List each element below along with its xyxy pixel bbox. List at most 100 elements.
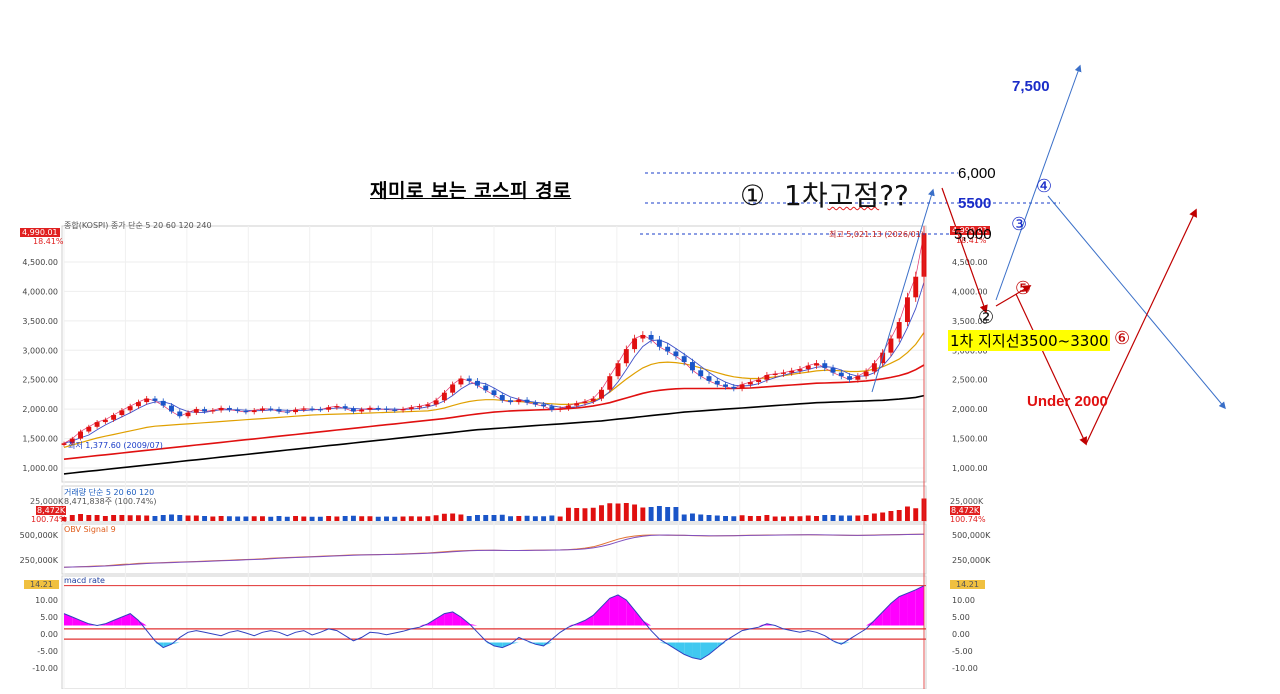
high-label: 최고 5,021.13 (2026/01) [829, 230, 924, 239]
volume-bar [640, 507, 646, 521]
volume-bars [61, 498, 927, 521]
candle-body [119, 410, 125, 416]
candle-body [706, 376, 712, 381]
candle-body [94, 422, 100, 427]
candle-body [508, 400, 513, 403]
red-path-up [1085, 208, 1197, 445]
volume-bar [86, 515, 92, 521]
volume-bar [243, 516, 249, 521]
volume-bar [822, 515, 828, 521]
candle-body [392, 409, 398, 411]
main-y-tick-left: 3,000.00 [22, 346, 58, 355]
volume-bar [516, 516, 522, 521]
candle-body [61, 443, 67, 445]
volume-bar [268, 516, 274, 521]
volume-bar [789, 516, 795, 521]
candle-body [193, 409, 199, 413]
candle-body [905, 297, 910, 323]
volume-bar [880, 512, 886, 521]
volume-bar [483, 515, 489, 521]
volume-bar [557, 516, 563, 521]
page-title: 재미로 보는 코스피 경로 [370, 180, 572, 202]
volume-bar [392, 516, 398, 521]
candle-body [549, 406, 555, 410]
axis-labels: 4,500.00 4,500.00 4,000.00 4,000.00 3,500.00… [20, 258, 991, 673]
volume-bar [384, 516, 389, 521]
marker-3: ③ [1011, 214, 1028, 235]
volume-bar [673, 507, 679, 521]
candle-body [408, 407, 414, 410]
candle-body [69, 438, 75, 444]
volume-right-pct: 100.74% [950, 515, 986, 524]
macd-positive-fill [584, 615, 594, 626]
macd-negative-fill [684, 642, 693, 658]
candle-body [466, 378, 472, 381]
main-y-tick-right: 1,500.00 [952, 435, 988, 444]
candle-body [301, 408, 307, 410]
volume-bar [574, 508, 580, 521]
candle-body [284, 411, 290, 413]
macd-positive-fill [890, 596, 900, 626]
macd-positive-fill [642, 620, 652, 626]
candle-body [623, 349, 629, 364]
volume-bar [665, 507, 671, 521]
volume-bar [350, 515, 356, 521]
volume-bar [441, 513, 447, 521]
obv-y-tick-left: 500,000K [20, 531, 59, 540]
volume-bar [160, 515, 166, 521]
volume-bar [524, 515, 530, 521]
candle-body [260, 408, 265, 411]
candle-body [690, 362, 695, 371]
candle-body [805, 365, 811, 370]
candle-body [177, 411, 183, 417]
candle-body [226, 407, 232, 410]
macd-negative-fill [543, 642, 552, 646]
macd-y-tick-right: -5.00 [952, 647, 973, 656]
macd-positive-fill [899, 593, 908, 626]
macd-negative-fill [692, 642, 701, 660]
volume-bar [739, 515, 745, 521]
macd-header: macd rate [64, 576, 105, 585]
macd-negative-fill [675, 642, 685, 655]
candle-body [723, 384, 728, 387]
volume-bar [599, 505, 604, 521]
candle-body [359, 409, 365, 412]
candle-body [863, 371, 869, 377]
macd-positive-fill [618, 594, 627, 626]
volume-bar [193, 515, 199, 521]
macd-positive-fill [130, 613, 139, 626]
support-label: 1차 지지선3500~3300 [948, 330, 1111, 351]
volume-bar [491, 515, 497, 521]
macd-positive-fill [469, 623, 478, 626]
volume-bar [913, 508, 919, 521]
volume-bar [226, 516, 232, 521]
volume-bar [400, 516, 406, 521]
main-y-tick-left: 2,000.00 [22, 405, 58, 414]
candle-body [541, 404, 547, 407]
candle-body [350, 408, 356, 412]
candle-body [582, 401, 588, 404]
volume-bar [623, 503, 629, 521]
macd-positive-fill [915, 585, 924, 626]
volume-bar [830, 515, 836, 521]
volume-bar [632, 504, 638, 521]
candle-body [632, 338, 638, 350]
volume-bar [210, 516, 216, 521]
candle-body [797, 369, 803, 371]
macd-right-current: 14.21 [950, 580, 985, 589]
candle-body [871, 363, 877, 372]
volume-bar [177, 515, 183, 521]
volume-bar [260, 516, 265, 521]
volume-bar [102, 516, 108, 521]
macd-positive-fill [138, 620, 147, 626]
candle-body [698, 370, 704, 377]
volume-bar [814, 516, 819, 521]
candle-body [789, 370, 795, 373]
right-current-pct: 18.41% [956, 236, 987, 245]
main-y-tick-right: 3,500.00 [952, 317, 988, 326]
obv-y-tick-right: 250,000K [952, 556, 991, 565]
volume-bar [772, 516, 778, 521]
candle-body [433, 400, 439, 405]
grid-lines [63, 226, 925, 689]
candle-body [640, 334, 646, 339]
